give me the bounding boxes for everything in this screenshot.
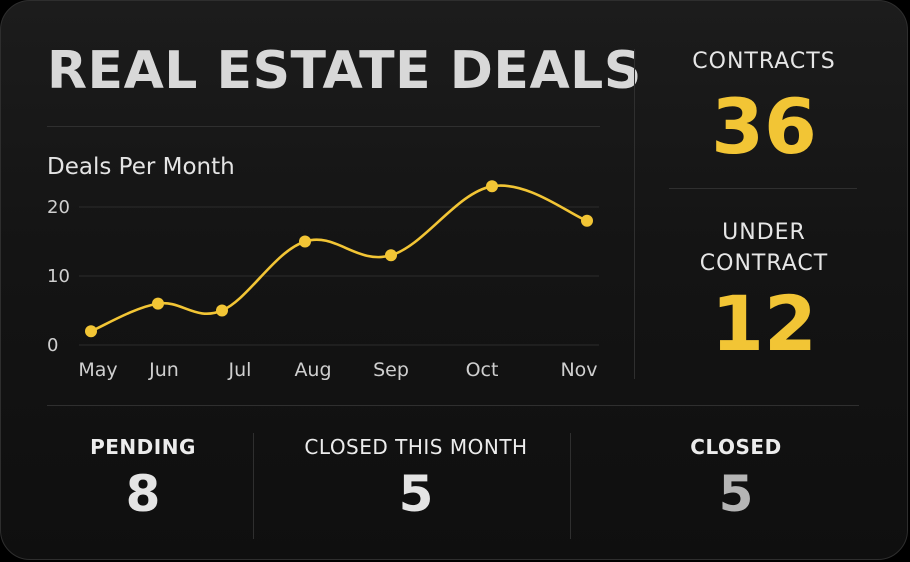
pending-value: 8 — [125, 465, 161, 523]
right-column-divider — [634, 49, 635, 379]
x-tick-label: Sep — [373, 359, 409, 381]
closed-this-month-label: CLOSED THIS MONTH — [304, 435, 528, 459]
y-tick-label: 0 — [47, 335, 58, 356]
bottom-divider-left — [253, 433, 254, 539]
data-point-jun — [152, 297, 164, 310]
data-point-sep — [385, 249, 397, 262]
contracts-label: CONTRACTS — [692, 49, 836, 74]
x-tick-label: Nov — [560, 359, 597, 381]
x-tick-label: Aug — [294, 359, 331, 381]
under-contract-label-line2: CONTRACT — [699, 251, 829, 276]
deals-line-chart: 0 10 20 May Jun Jul Aug Sep Oct Nov — [47, 180, 599, 381]
x-tick-label: Oct — [466, 359, 499, 381]
under-contract-value: 12 — [711, 279, 817, 368]
bottom-divider — [47, 405, 859, 406]
stats-divider — [669, 188, 857, 189]
data-point-jul — [216, 304, 228, 317]
data-point-may — [85, 325, 97, 338]
bottom-divider-right — [570, 433, 571, 539]
x-tick-label: Jul — [228, 359, 252, 381]
data-point-oct — [486, 180, 498, 193]
contracts-value: 36 — [711, 82, 817, 171]
title-divider — [47, 126, 600, 127]
x-tick-label: May — [78, 359, 117, 381]
chart-title: Deals Per Month — [47, 154, 235, 180]
closed-label: CLOSED — [690, 435, 782, 459]
y-tick-label: 20 — [47, 197, 70, 218]
page-title: REAL ESTATE DEALS — [47, 41, 642, 101]
data-point-nov — [581, 214, 593, 227]
data-point-aug — [299, 235, 311, 248]
x-tick-label: Jun — [148, 359, 179, 381]
under-contract-label-line1: UNDER — [722, 220, 806, 245]
closed-value: 5 — [718, 465, 754, 523]
pending-label: PENDING — [90, 435, 196, 459]
closed-this-month-value: 5 — [398, 465, 434, 523]
y-tick-label: 10 — [47, 266, 70, 287]
